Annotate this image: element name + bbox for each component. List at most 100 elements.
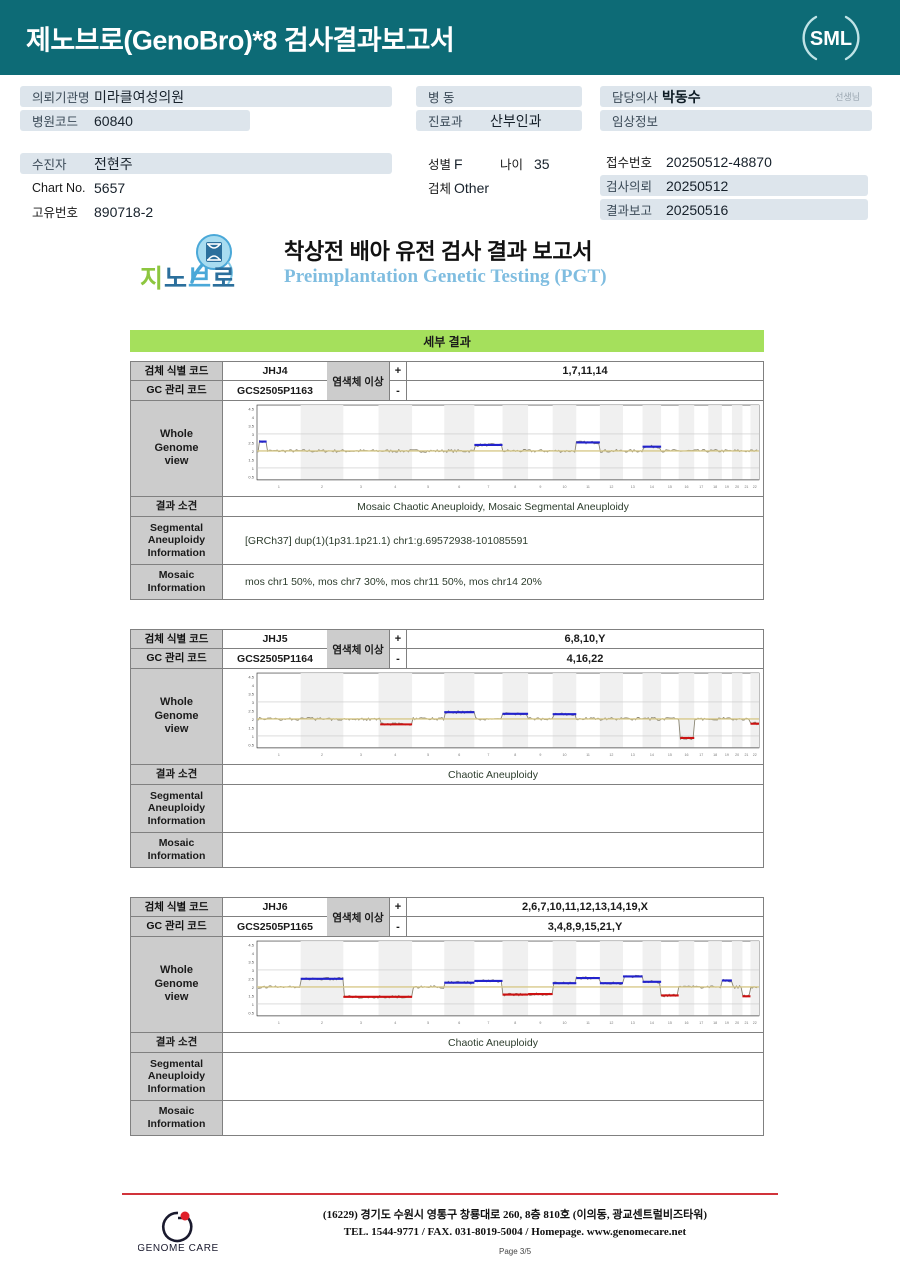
- sample-code-label: 검체 식별 코드: [131, 362, 223, 380]
- seg-label-line2: Aneuploidy: [147, 534, 206, 547]
- svg-text:3.5: 3.5: [248, 423, 254, 428]
- svg-text:8: 8: [514, 485, 516, 489]
- svg-text:17: 17: [699, 753, 703, 757]
- svg-text:10: 10: [562, 485, 566, 489]
- gain-value: 2,6,7,10,11,12,13,14,19,X: [521, 901, 648, 913]
- svg-text:브: 브: [188, 265, 211, 293]
- mosaic-info-value: [223, 833, 763, 867]
- mosaic-label-line1: Mosaic: [158, 837, 195, 850]
- specimen-row: 검체 Other: [416, 177, 596, 198]
- gc-code-value: GCS2505P1163: [237, 384, 313, 397]
- svg-text:노: 노: [164, 265, 187, 293]
- footer-page-number: Page 3/5: [498, 1247, 532, 1256]
- loss-value: 3,4,8,9,15,21,Y: [547, 920, 623, 933]
- receipt-no-row: 접수번호 20250512-48870: [600, 151, 872, 172]
- wg-label-line2: Genome: [154, 709, 199, 722]
- svg-text:3: 3: [252, 700, 255, 705]
- svg-text:21: 21: [744, 753, 748, 757]
- result-finding-label: 결과 소견: [131, 1033, 223, 1052]
- doctor-row: 담당의사 박동수 선생님: [600, 86, 872, 107]
- wg-label-line2: Genome: [154, 441, 199, 454]
- svg-text:8: 8: [514, 1021, 516, 1025]
- svg-text:11: 11: [586, 753, 590, 757]
- svg-text:15: 15: [668, 1021, 672, 1025]
- svg-text:15: 15: [668, 485, 672, 489]
- svg-text:13: 13: [631, 1021, 635, 1025]
- svg-text:1: 1: [278, 1021, 280, 1025]
- sample-code-label: 검체 식별 코드: [131, 630, 223, 648]
- svg-text:16: 16: [684, 485, 688, 489]
- sex-age-row: 성별 F 나이 35: [416, 153, 596, 174]
- svg-text:14: 14: [650, 485, 654, 489]
- result-finding-value: Mosaic Chaotic Aneuploidy, Mosaic Segmen…: [357, 500, 629, 513]
- result-finding-label: 결과 소견: [131, 765, 223, 784]
- mosaic-info-row: Mosaic Information mos chr1 50%, mos chr…: [131, 565, 763, 599]
- svg-text:22: 22: [753, 485, 757, 489]
- segmental-info-value: [223, 1053, 763, 1100]
- gain-sign: +: [390, 362, 407, 380]
- section-bar-detail-results: 세부 결과: [130, 330, 764, 352]
- svg-text:2.5: 2.5: [248, 976, 254, 981]
- svg-text:9: 9: [539, 485, 541, 489]
- sample-code-row: 검체 식별 코드 JHJ5: [131, 630, 327, 649]
- svg-text:7: 7: [487, 753, 489, 757]
- svg-text:2: 2: [252, 717, 255, 722]
- loss-row: -: [390, 381, 763, 400]
- unique-no-row: 고유번호 890718-2: [20, 201, 392, 222]
- svg-text:로: 로: [212, 265, 235, 293]
- svg-text:4.5: 4.5: [248, 942, 254, 947]
- institution-row: 의뢰기관명 미라클여성의원: [20, 86, 392, 107]
- svg-text:6: 6: [458, 753, 460, 757]
- svg-text:17: 17: [699, 1021, 703, 1025]
- svg-text:11: 11: [586, 1021, 590, 1025]
- wg-label-line1: Whole: [159, 427, 193, 440]
- mosaic-info-label: Mosaic Information: [131, 833, 223, 867]
- whole-genome-plot: 4.5 4 3.5 3 2.5 2 1.5 1 0.5 1 2 3 4 5 6 7 8 9 10 11 12 13 14 15…: [223, 401, 763, 496]
- sample-header: 검체 식별 코드 JHJ4 GC 관리 코드 GCS2505P1163 염색체 …: [131, 362, 763, 401]
- svg-text:22: 22: [753, 753, 757, 757]
- svg-text:SML: SML: [810, 28, 852, 50]
- cnv-chart: 4.543.532.521.510.51 2 3 4 5 6 7 8 9 10 11 12 13 14 15…: [248, 404, 760, 489]
- svg-text:4: 4: [252, 415, 255, 420]
- svg-text:5: 5: [427, 485, 429, 489]
- mosaic-info-label: Mosaic Information: [131, 565, 223, 599]
- svg-text:22: 22: [753, 1021, 757, 1025]
- svg-text:3: 3: [252, 968, 255, 973]
- page-footer: GENOME CARE (16229) 경기도 수원시 영통구 창룡대로 260…: [0, 1185, 900, 1271]
- gain-sign: +: [390, 898, 407, 916]
- segmental-info-row: Segmental Aneuploidy Information: [131, 1053, 763, 1101]
- sample-code-row: 검체 식별 코드 JHJ6: [131, 898, 327, 917]
- segmental-info-row: Segmental Aneuploidy Information: [131, 785, 763, 833]
- segmental-info-label: Segmental Aneuploidy Information: [131, 517, 223, 564]
- mosaic-label-line2: Information: [147, 1118, 206, 1130]
- footer-address-block: (16229) 경기도 수원시 영통구 창룡대로 260, 8층 810호 (이…: [255, 1207, 775, 1240]
- sex-value: F: [454, 155, 463, 172]
- seg-label-line3: Information: [147, 814, 206, 827]
- svg-text:1: 1: [252, 1002, 255, 1007]
- svg-text:21: 21: [744, 1021, 748, 1025]
- seg-label-line1: Segmental: [149, 521, 204, 534]
- svg-text:1: 1: [278, 753, 280, 757]
- mosaic-label-line2: Information: [147, 850, 206, 862]
- whole-genome-plot: 4.5 4 3.5 3 2.5 2 1.5 1 0.5 1 2 3 4 5 6 7 8 9 10 11 12 13 14 15…: [223, 937, 763, 1032]
- svg-text:17: 17: [699, 485, 703, 489]
- seg-label-line3: Information: [147, 1082, 206, 1095]
- svg-text:2.5: 2.5: [248, 708, 254, 713]
- ward-label: 병 동: [428, 91, 455, 105]
- svg-text:1: 1: [252, 734, 255, 739]
- receipt-no-value: 20250512-48870: [666, 153, 772, 170]
- department-label: 진료과: [428, 115, 463, 129]
- specimen-value: Other: [454, 179, 490, 196]
- svg-text:19: 19: [725, 1021, 729, 1025]
- patient-name-row: 수진자 전현주: [20, 153, 392, 174]
- svg-text:21: 21: [744, 485, 748, 489]
- gc-code-row: GC 관리 코드 GCS2505P1164: [131, 649, 327, 668]
- age-value: 35: [534, 155, 550, 172]
- loss-sign: -: [390, 649, 407, 668]
- svg-text:14: 14: [650, 753, 654, 757]
- receipt-no-label: 접수번호: [606, 156, 653, 170]
- svg-text:0.5: 0.5: [248, 742, 254, 747]
- footer-address: (16229) 경기도 수원시 영통구 창룡대로 260, 8층 810호 (이…: [322, 1209, 708, 1221]
- ward-row: 병 동: [416, 86, 582, 107]
- svg-text:4: 4: [394, 753, 396, 757]
